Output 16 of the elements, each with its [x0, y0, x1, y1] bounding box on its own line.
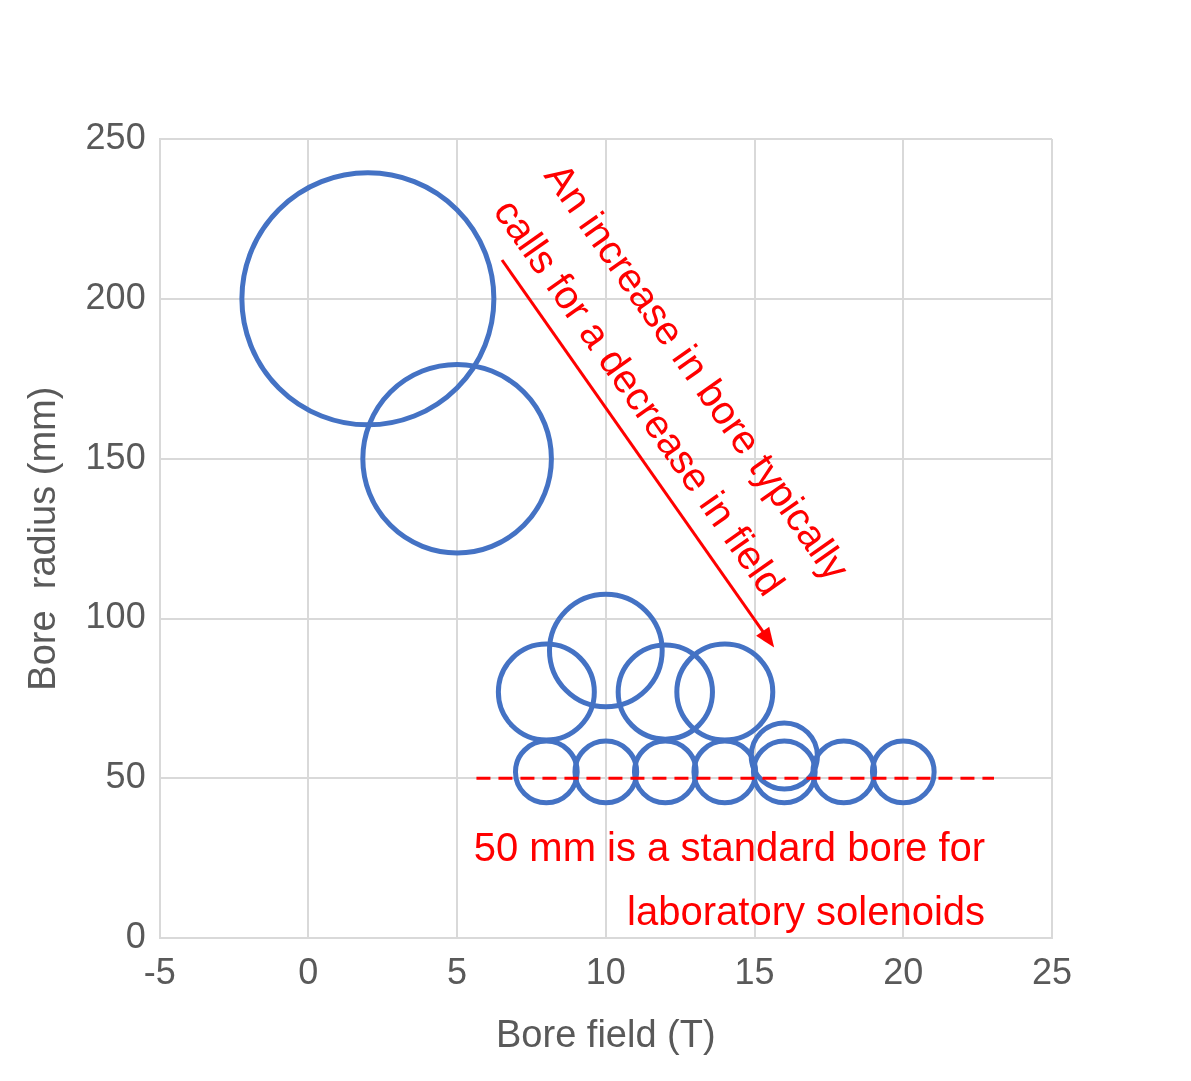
- x-tick-label: 20: [883, 950, 924, 992]
- x-tick-label: 10: [585, 950, 626, 992]
- y-tick-label: 0: [125, 915, 146, 957]
- y-tick-label: 100: [85, 595, 146, 637]
- y-tick-label: 150: [85, 435, 146, 477]
- ref-line-label: 50 mm is a standard bore for laboratory solenoids: [473, 825, 986, 934]
- x-tick-label: -5: [143, 950, 176, 992]
- y-tick-label: 50: [105, 755, 146, 797]
- y-axis-title: Bore radius (mm): [21, 386, 64, 691]
- y-tick-label: 200: [85, 275, 146, 317]
- x-tick-label: 5: [447, 950, 468, 992]
- x-axis-title: Bore field (T): [496, 1012, 716, 1055]
- x-tick-label: 15: [734, 950, 775, 992]
- x-tick-label: 25: [1031, 950, 1073, 992]
- x-tick-label: 0: [298, 950, 319, 992]
- y-tick-label: 250: [85, 115, 146, 157]
